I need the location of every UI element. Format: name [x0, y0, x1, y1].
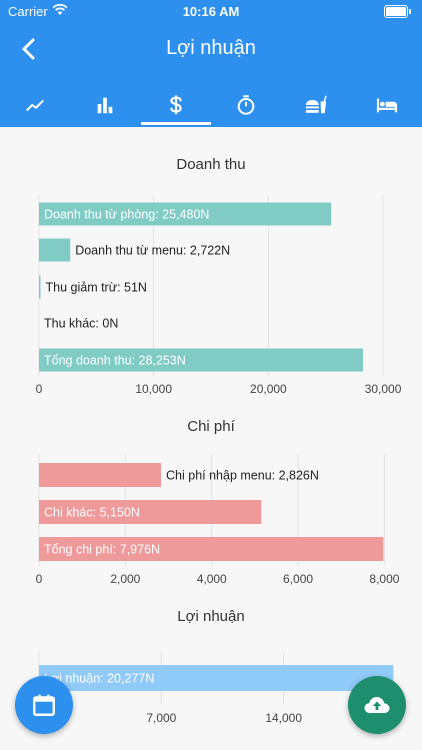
revenue-bar[interactable]: [39, 238, 71, 262]
profit-bar[interactable]: [39, 665, 394, 691]
cost-bar-label: Tổng chi phí: 7,976N: [44, 543, 160, 557]
bar-chart-icon: [97, 97, 113, 114]
profit-bar-label: Lợi nhuận: 20,277N: [44, 672, 154, 686]
fastfood-icon: [305, 95, 327, 114]
calendar-button[interactable]: [15, 676, 73, 734]
status-bar: Carrier 10:16 AM: [0, 0, 422, 24]
tab-bar-chart[interactable]: [70, 83, 140, 127]
profit-tick-label: 14,000: [265, 711, 302, 725]
tab-profit[interactable]: [141, 83, 211, 127]
revenue-chart-title: Doanh thu: [176, 156, 246, 173]
revenue-tick-label: 30,000: [365, 382, 402, 396]
revenue-bar-label: Doanh thu từ menu: 2,722N: [75, 244, 230, 258]
tab-timer[interactable]: [211, 83, 281, 127]
battery-icon: [384, 5, 411, 18]
tab-room[interactable]: [352, 83, 422, 127]
cost-tick-label: 2,000: [110, 572, 140, 586]
revenue-bar[interactable]: [39, 348, 364, 372]
cost-bar-label: Chi phí nhập menu: 2,826N: [166, 469, 319, 483]
revenue-bar[interactable]: [39, 202, 332, 226]
tab-menu[interactable]: [281, 83, 351, 127]
cost-bar[interactable]: [39, 463, 162, 487]
calendar-icon: [33, 694, 55, 716]
tab-trend[interactable]: [0, 83, 70, 127]
profit-tick-label: 7,000: [146, 711, 176, 725]
dollar-icon: [170, 95, 182, 115]
revenue-bar[interactable]: [39, 275, 41, 299]
cost-chart-title: Chi phí: [187, 418, 235, 435]
cloud-upload-icon: [364, 697, 390, 713]
revenue-tick-label: 20,000: [250, 382, 287, 396]
clock: 10:16 AM: [182, 4, 240, 19]
tab-bar: [0, 83, 422, 127]
revenue-bar-label: Doanh thu từ phòng: 25,480N: [44, 208, 209, 222]
revenue-tick-label: 10,000: [135, 382, 172, 396]
cost-tick-label: 0: [36, 572, 43, 586]
upload-button[interactable]: [348, 676, 406, 734]
timer-icon: [237, 95, 255, 115]
profit-chart-title: Lợi nhuận: [177, 608, 245, 625]
carrier-label: Carrier: [8, 4, 48, 19]
bed-icon: [376, 98, 398, 113]
cost-tick-label: 8,000: [369, 572, 399, 586]
revenue-tick-label: 0: [36, 382, 43, 396]
cost-bar[interactable]: [39, 500, 262, 524]
cost-bar[interactable]: [39, 537, 384, 561]
cost-tick-label: 4,000: [197, 572, 227, 586]
page-title: Lợi nhuận: [166, 37, 256, 59]
app-header: Carrier 10:16 AM Lợi nhuận: [0, 0, 422, 127]
revenue-bar-label: Thu khác: 0N: [44, 317, 118, 331]
back-arrow-icon[interactable]: [18, 37, 42, 61]
revenue-bar-label: Thu giảm trừ: 51N: [46, 281, 147, 295]
wifi-icon: [52, 3, 68, 15]
active-tab-indicator: [141, 122, 211, 125]
trending-up-icon: [26, 99, 44, 112]
cost-bar-label: Chi khác: 5,150N: [44, 506, 140, 520]
revenue-bar-label: Tổng doanh thu: 28,253N: [44, 354, 186, 368]
cost-tick-label: 6,000: [283, 572, 313, 586]
